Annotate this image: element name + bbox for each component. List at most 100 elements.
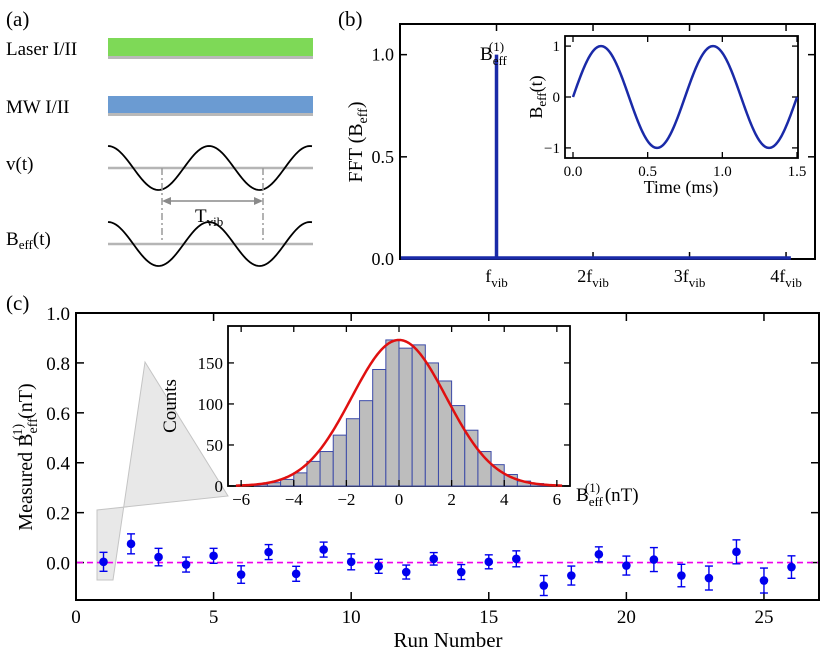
- runs-ytick-label: 1.0: [46, 304, 70, 325]
- runs-ytick-label: 0.6: [46, 404, 70, 425]
- b-label: Beff(t): [6, 229, 51, 252]
- period-arrowhead-right: [254, 197, 263, 205]
- run-point: [732, 547, 741, 557]
- histogram-bar: [293, 472, 308, 487]
- run-point: [594, 550, 604, 559]
- laser-bar-shadow: [108, 56, 313, 59]
- histogram-bar: [345, 418, 361, 487]
- time-inset-ylabel: Beff(t): [526, 75, 549, 118]
- time-inset-ytick-label: −1: [544, 141, 560, 157]
- runs-xtick-label: 10: [342, 607, 361, 628]
- histogram-ytick-label: 100: [198, 395, 224, 414]
- runs-xtick-label: 0: [71, 607, 81, 628]
- histogram-ytick-label: 0: [215, 477, 224, 496]
- runs-ylabel: Measured Beff(1) (nT): [11, 383, 41, 530]
- fft-xtick-label: 4fvib: [770, 266, 802, 290]
- run-point: [126, 539, 136, 549]
- run-point: [401, 567, 411, 577]
- panel-c-label: (c): [6, 291, 29, 315]
- run-point: [649, 555, 659, 564]
- histogram-bar: [372, 368, 387, 487]
- run-point: [291, 569, 301, 579]
- run-point: [374, 562, 384, 571]
- run-point: [319, 545, 328, 554]
- panel-c: (c) 0.00.20.40.60.81.00 5 10 15 20 25 Run Num…: [6, 291, 820, 652]
- fft-axes: 0.0 0.5 1.0 fvib 2fvib 3fvib 4fvib: [372, 24, 815, 290]
- fft-xtick-label: 2fvib: [577, 266, 609, 290]
- run-point: [236, 570, 246, 579]
- time-inset-xtick-label: 0.5: [638, 164, 657, 180]
- run-point: [456, 567, 466, 577]
- run-point: [264, 547, 273, 557]
- time-inset-xtick-label: 1.5: [788, 164, 807, 180]
- histogram-xtick-label: −2: [337, 490, 355, 509]
- run-point: [484, 557, 494, 567]
- histogram-bar: [359, 400, 374, 487]
- run-point: [622, 561, 631, 570]
- runs-xtick-label: 15: [479, 607, 498, 628]
- fft-peak-label: Beff(1): [480, 39, 508, 68]
- panel-a-label: (a): [6, 7, 29, 31]
- histogram-bar: [398, 347, 413, 487]
- run-point: [704, 573, 714, 583]
- fft-ytick-label: 0.0: [372, 249, 395, 269]
- time-inset-ytick-label: 0: [553, 90, 561, 106]
- histogram-bar: [280, 478, 295, 487]
- fft-ytick-label: 0.5: [372, 147, 395, 167]
- laser-pulse-bar: [108, 38, 313, 56]
- mw-bar-shadow: [108, 113, 313, 116]
- v-waveform: [107, 145, 313, 191]
- runs-xtick-label: 25: [754, 607, 773, 628]
- inset-zoom-wedge: [96, 360, 229, 581]
- histogram-bar: [319, 451, 334, 487]
- time-inset-axes: 0.0 0.5 1.0 1.5 −1 0 1: [544, 36, 806, 180]
- run-point: [759, 576, 769, 585]
- v-label: v(t): [6, 154, 33, 175]
- period-label: Tvib: [195, 206, 223, 229]
- run-point: [787, 562, 796, 572]
- time-inset-xtick-label: 1.0: [713, 164, 732, 180]
- runs-axes: 0.00.20.40.60.81.00 5 10 15 20 25: [46, 304, 819, 628]
- panel-a: (a) Laser I/II MW I/II v(t) Tvib Beff(t): [6, 7, 313, 267]
- mw-pulse-bar: [108, 96, 313, 113]
- laser-label: Laser I/II: [6, 39, 77, 60]
- gaussian-fit-curve: [235, 338, 563, 487]
- run-point: [511, 554, 521, 564]
- run-point: [181, 560, 191, 569]
- runs-ytick-label: 0.0: [46, 554, 70, 575]
- b-waveform: [107, 221, 313, 267]
- time-inset-curve: [571, 44, 799, 150]
- run-point: [677, 571, 686, 580]
- runs-xtick-label: 20: [617, 607, 636, 628]
- period-arrowhead-left: [162, 197, 171, 205]
- histogram-bar: [306, 460, 321, 487]
- run-point: [209, 551, 218, 561]
- run-point: [539, 581, 549, 590]
- runs-xtick-label: 5: [209, 607, 219, 628]
- histogram-xtick-label: 6: [553, 490, 562, 509]
- run-point: [567, 571, 576, 580]
- time-inset-ytick-label: 1: [553, 39, 561, 55]
- histogram-xtick-label: −4: [285, 490, 304, 509]
- fft-xtick-label: fvib: [485, 266, 508, 290]
- panel-b-label: (b): [338, 7, 363, 31]
- fft-ytick-label: 1.0: [372, 45, 395, 65]
- runs-ytick-label: 0.4: [46, 454, 70, 475]
- mw-label: MW I/II: [6, 97, 70, 118]
- run-point: [154, 552, 163, 562]
- run-point: [429, 554, 439, 564]
- time-inset-xtick-label: 0.0: [564, 164, 583, 180]
- fft-xtick-label: 3fvib: [674, 266, 706, 290]
- histogram-xtick-label: 2: [447, 490, 456, 509]
- run-point: [346, 557, 356, 567]
- run-point: [99, 557, 108, 567]
- time-inset-frame: [564, 35, 799, 159]
- histogram-ytick-label: 50: [206, 436, 223, 455]
- runs-xlabel: Run Number: [393, 628, 502, 652]
- runs-plot-frame: [75, 312, 820, 601]
- histogram-bar: [332, 434, 347, 487]
- histogram-axes: −6 −4 −2 0 2 4 6 0 50 100 150: [198, 326, 570, 509]
- histogram-xtick-label: −6: [232, 490, 250, 509]
- runs-ytick-label: 0.2: [46, 504, 70, 525]
